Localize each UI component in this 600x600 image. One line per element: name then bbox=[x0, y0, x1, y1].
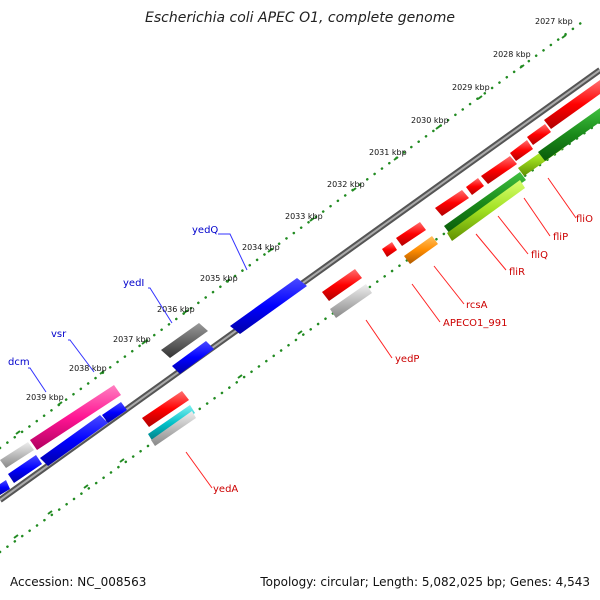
inner-gene-labels: fliO fliP fliQ fliR rcsA APECO1_991 yedP… bbox=[213, 214, 593, 495]
outer-features bbox=[0, 278, 307, 495]
gene-feature bbox=[0, 442, 34, 468]
gene-feature bbox=[30, 385, 121, 450]
scale-label: 2030 kbp bbox=[411, 116, 449, 125]
gene-feature bbox=[396, 222, 426, 246]
gene-label: yedQ bbox=[192, 225, 218, 236]
gene-label: fliO bbox=[576, 214, 593, 225]
scale-label: 2031 kbp bbox=[369, 148, 407, 157]
gene-feature bbox=[0, 480, 10, 495]
gene-label: fliP bbox=[553, 232, 568, 243]
gene-feature bbox=[544, 80, 600, 129]
scale-label: 2038 kbp bbox=[69, 364, 107, 373]
outer-leaders bbox=[28, 233, 248, 393]
scale-track-outer bbox=[0, 18, 587, 450]
scale-label: 2034 kbp bbox=[242, 243, 280, 252]
gene-feature bbox=[148, 405, 195, 442]
gene-label: vsr bbox=[51, 329, 67, 340]
gene-feature bbox=[142, 391, 189, 427]
gene-feature bbox=[40, 415, 108, 466]
gene-feature bbox=[8, 455, 42, 483]
gene-feature bbox=[330, 284, 372, 318]
accession-text: Accession: NC_008563 bbox=[10, 575, 147, 589]
scale-ticks-outer bbox=[15, 34, 567, 435]
gene-feature bbox=[322, 269, 362, 301]
scale-label: 2039 kbp bbox=[26, 393, 64, 402]
scale-label: 2036 kbp bbox=[157, 305, 195, 314]
gene-label: fliR bbox=[509, 267, 525, 278]
scale-label: 2035 kbp bbox=[200, 274, 238, 283]
gene-label: rcsA bbox=[466, 300, 488, 311]
scale-label: 2029 kbp bbox=[452, 83, 490, 92]
gene-label: yedA bbox=[213, 484, 238, 495]
gene-feature bbox=[151, 411, 196, 446]
outer-gene-labels: yedQ yedI vsr dcm bbox=[8, 225, 218, 368]
gene-label: yedI bbox=[123, 278, 144, 289]
gene-label: fliQ bbox=[531, 250, 548, 261]
map-title: Escherichia coli APEC O1, complete genom… bbox=[145, 10, 455, 26]
scale-label: 2027 kbp bbox=[535, 17, 573, 26]
scale-label: 2033 kbp bbox=[285, 212, 323, 221]
genome-summary-text: Topology: circular; Length: 5,082,025 bp… bbox=[260, 575, 590, 589]
gene-label: yedP bbox=[395, 354, 419, 365]
gene-feature bbox=[382, 242, 397, 257]
inner-leaders bbox=[185, 177, 577, 489]
gene-label: APECO1_991 bbox=[443, 318, 508, 329]
scale-labels: 2027 kbp 2028 kbp 2029 kbp 2030 kbp 2031… bbox=[26, 17, 573, 402]
gene-feature bbox=[230, 278, 307, 334]
gene-feature bbox=[510, 140, 533, 161]
scale-label: 2032 kbp bbox=[327, 180, 365, 189]
scale-label: 2028 kbp bbox=[493, 50, 531, 59]
scale-label: 2037 kbp bbox=[113, 335, 151, 344]
gene-feature bbox=[161, 323, 208, 358]
inner-features bbox=[142, 80, 600, 446]
gene-label: dcm bbox=[8, 357, 30, 368]
gene-feature bbox=[444, 172, 526, 234]
gene-feature bbox=[435, 190, 469, 216]
gene-feature bbox=[404, 236, 438, 264]
gene-feature bbox=[172, 341, 214, 374]
gene-feature bbox=[466, 178, 484, 195]
gene-feature bbox=[538, 108, 600, 161]
gene-feature bbox=[527, 124, 551, 145]
gene-feature bbox=[481, 156, 517, 184]
gene-feature bbox=[102, 402, 127, 423]
gene-feature bbox=[447, 180, 525, 241]
